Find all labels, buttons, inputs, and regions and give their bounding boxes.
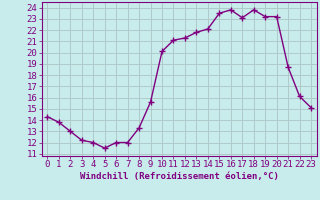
X-axis label: Windchill (Refroidissement éolien,°C): Windchill (Refroidissement éolien,°C) — [80, 172, 279, 181]
